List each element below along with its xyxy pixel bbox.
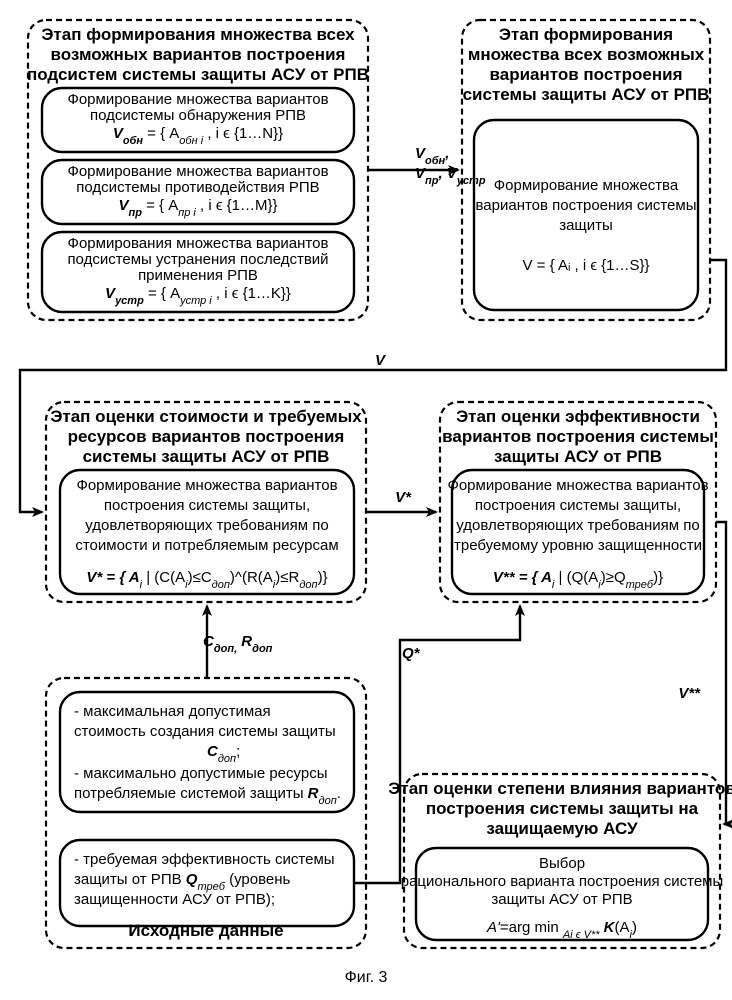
edge1-label-a: Vобн, — [415, 145, 449, 167]
stage1-title-l0: Этап формирования множества всех — [41, 25, 355, 44]
stage3-step-text-l3: стоимости и потребляемым ресурсам — [75, 537, 338, 554]
stage4-step-text-l0: Формирование множества вариантов — [447, 477, 708, 494]
edge1-label-b: Vпр, Vустр — [415, 165, 486, 187]
stage1-step1-text-l0: Формирование множества вариантов — [67, 91, 328, 108]
stage4-step-text-l3: требуемому уровню защищенности — [454, 537, 702, 554]
stage5-step-text-l0: Выбор — [539, 855, 585, 872]
sd2-l1: защиты от РПВ Qтреб (уровень — [74, 871, 291, 893]
figure-caption: Фиг. 3 — [345, 969, 388, 986]
stage1-step2-text-l0: Формирование множества вариантов — [67, 163, 328, 180]
stage5-title-l2: защищаемую АСУ — [486, 819, 638, 838]
edge6-label: Q* — [402, 645, 421, 662]
stage3-step-text-l2: удовлетворяющих требованиям по — [85, 517, 328, 534]
sd2-l0: - требуемая эффективность системы — [74, 851, 335, 868]
stage1-title-l1: возможных вариантов построения — [51, 45, 346, 64]
arrow-sd2-s4 — [354, 606, 520, 883]
stage3-title-l2: системы защиты АСУ от РПВ — [83, 447, 330, 466]
stage2-step-text-l1: вариантов построения системы — [475, 197, 696, 214]
edge4-label: V** — [678, 685, 701, 702]
stage4-title-l1: вариантов построения системы — [442, 427, 714, 446]
stage2-formula: V = { Aᵢ , i ϵ {1…S}} — [523, 257, 650, 274]
stage2-title-l1: множества всех возможных — [468, 45, 705, 64]
sd1-l3: - максимально допустимые ресурсы — [74, 765, 327, 782]
sd1-l4: потребляемые системой защиты Rдоп. — [74, 785, 341, 807]
stage4-step-text-l1: построения системы защиты, — [475, 497, 681, 514]
stage1-step3-text-l0: Формирования множества вариантов — [68, 235, 329, 252]
stage3-title-l0: Этап оценки стоимости и требуемых — [50, 407, 362, 426]
stage5-title-l0: Этап оценки степени влияния вариантов — [388, 779, 732, 798]
edge5-label: Сдоп, Rдоп — [203, 633, 273, 655]
sd2-l2: защищенности АСУ от РПВ); — [74, 891, 275, 908]
stage1-step3-text-l1: подсистемы устранения последствий — [67, 251, 328, 268]
stage5-step-text-l1: рационального варианта построения систем… — [401, 873, 724, 890]
stage1-step3-text-l2: применения РПВ — [138, 267, 258, 284]
stage5-step-text-l2: защиты АСУ от РПВ — [491, 891, 632, 908]
stage1-step3-formula: Vустр = { Aустр i , i ϵ {1…K}} — [105, 285, 291, 307]
stage4-title-l0: Этап оценки эффективности — [456, 407, 700, 426]
sd1-l2: Cдоп; — [207, 743, 240, 765]
sd1-l1: стоимость создания системы защиты — [74, 723, 336, 740]
stage1-step2-text-l1: подсистемы противодействия РПВ — [76, 179, 319, 196]
stage5-title-l1: построения системы защиты на — [426, 799, 699, 818]
edge2-label: V — [375, 352, 387, 369]
stage2-step-text-l0: Формирование множества — [494, 177, 679, 194]
stage2-title-l2: вариантов построения — [490, 65, 683, 84]
stage3-formula: V* = { Ai | (C(Ai)≤Cдоп)^(R(Ai)≤Rдоп)} — [86, 569, 327, 591]
stage4-formula: V** = { Ai | (Q(Ai)≥Qтреб)} — [493, 569, 663, 591]
stage3-step-text-l0: Формирование множества вариантов — [76, 477, 337, 494]
stage4-step-text-l2: удовлетворяющих требованиям по — [456, 517, 699, 534]
stage2-title-l0: Этап формирования — [499, 25, 673, 44]
stage1-step1-text-l1: подсистемы обнаружения РПВ — [90, 107, 306, 124]
stage5-formula: A'=arg min Ai ϵ V** K(Ai) — [486, 919, 637, 941]
stage4-title-l2: защиты АСУ от РПВ — [494, 447, 662, 466]
stage1-title-l2: подсистем системы защиты АСУ от РПВ — [27, 65, 369, 84]
stage2-step — [474, 120, 698, 310]
stage3-step-text-l1: построения системы защиты, — [104, 497, 310, 514]
stage2-step-text-l2: защиты — [559, 217, 613, 234]
stage1-step2-formula: Vпр = { Aпр i , i ϵ {1…M}} — [118, 197, 277, 219]
stage1-step1-formula: Vобн = { Aобн i , i ϵ {1…N}} — [113, 125, 283, 147]
edge3-label: V* — [395, 489, 412, 506]
stage3-title-l1: ресурсов вариантов построения — [68, 427, 345, 446]
stage2-title-l3: системы защиты АСУ от РПВ — [463, 85, 710, 104]
source-title: Исходные данные — [128, 921, 283, 940]
sd1-l0: - максимальная допустимая — [74, 703, 271, 720]
